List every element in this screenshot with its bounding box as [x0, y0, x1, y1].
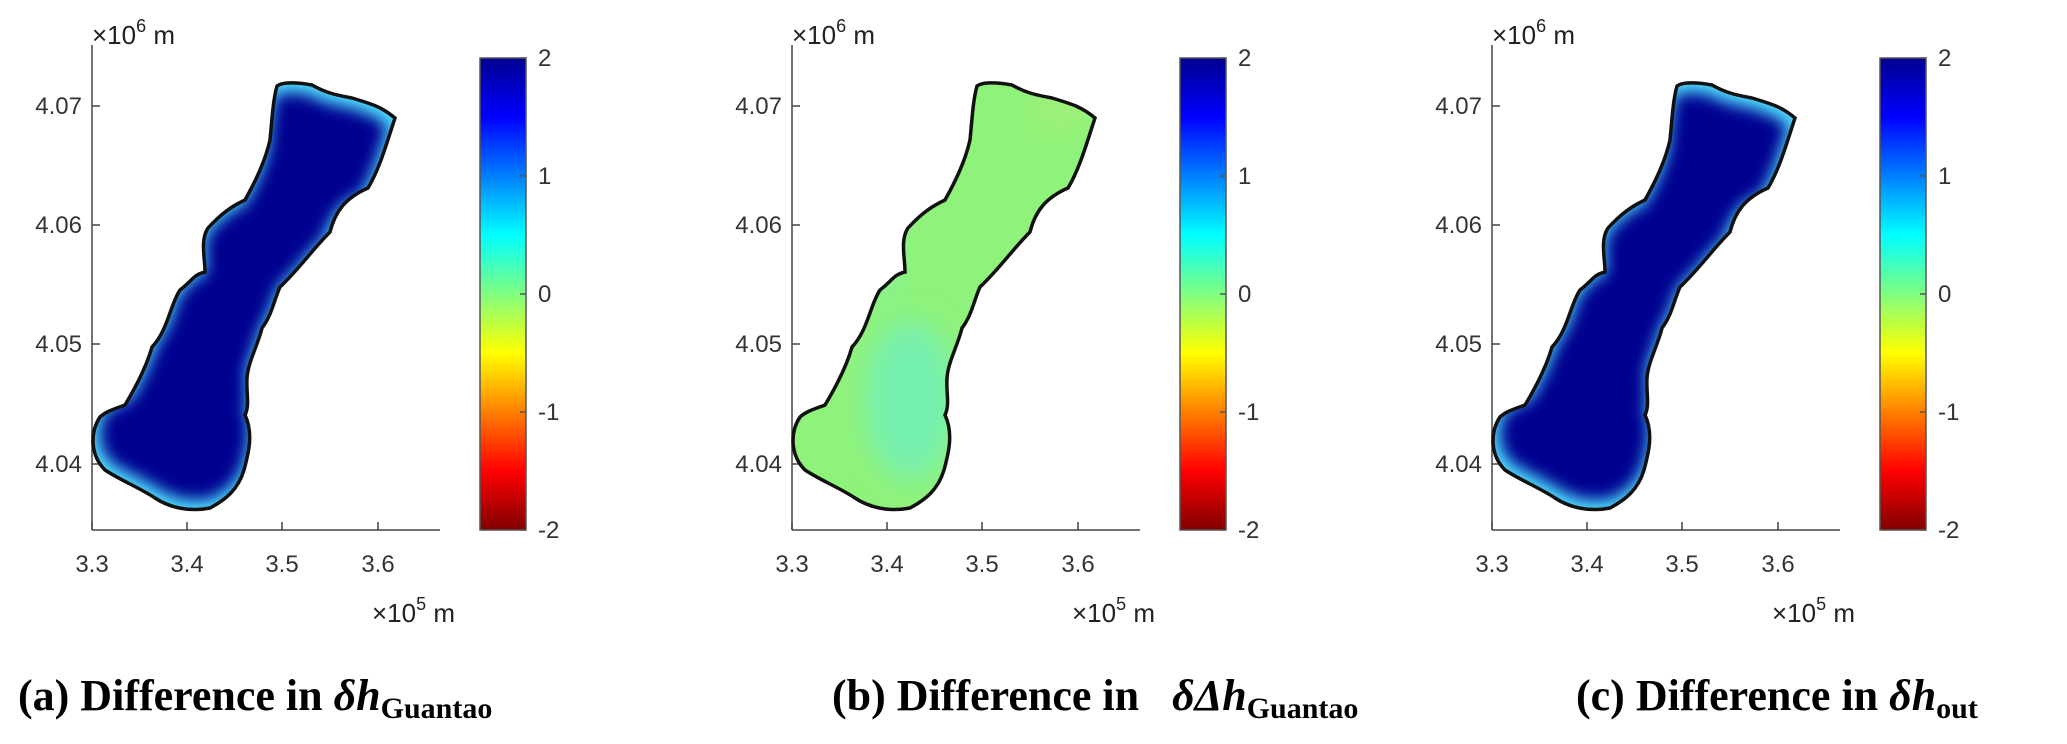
panel-a: 4.07 4.06 4.05 4.04 3.3 3.4 3.5 3.6 ×106 m ×10… — [0, 0, 700, 640]
colorbar-tick-label: 2 — [538, 45, 551, 72]
y-tick-label: 4.06 — [1435, 212, 1482, 239]
field-patch — [865, 320, 955, 480]
x-tick-label: 3.5 — [265, 551, 298, 578]
colorbar-tick-label: 0 — [1238, 281, 1251, 308]
colorbar-tick-label: 0 — [538, 281, 551, 308]
field-patch — [845, 215, 905, 305]
x-tick-label: 3.6 — [361, 551, 394, 578]
y-tick-label: 4.04 — [1435, 451, 1482, 478]
x-exponent-label: ×105 m — [1072, 594, 1155, 628]
x-exponent-label: ×105 m — [372, 594, 455, 628]
colorbar-tick-label: -2 — [1238, 517, 1259, 544]
y-tick-label: 4.05 — [735, 331, 782, 358]
y-tick-label: 4.06 — [35, 212, 82, 239]
x-tick-label: 3.3 — [1475, 551, 1508, 578]
heatmap-c: 4.07 4.06 4.05 4.04 3.3 3.4 3.5 3.6 ×106 m ×10… — [1435, 16, 1959, 628]
y-exponent-label: ×106 m — [92, 16, 175, 50]
lake-boundary — [1491, 81, 1798, 512]
caption-b: (b) Difference in δΔhGuantao — [832, 671, 1359, 725]
colorbar-tick-label: -2 — [538, 517, 559, 544]
y-tick-label: 4.05 — [35, 331, 82, 358]
colorbar — [1179, 57, 1227, 531]
colorbar — [1879, 57, 1927, 531]
x-exponent-label: ×105 m — [1772, 594, 1855, 628]
colorbar-tick-label: 2 — [1238, 45, 1251, 72]
y-tick-label: 4.07 — [735, 93, 782, 120]
x-tick-label: 3.4 — [870, 551, 903, 578]
heatmap-b: 4.07 4.06 4.05 4.04 3.3 3.4 3.5 3.6 ×106 m ×10… — [735, 16, 1259, 628]
y-tick-label: 4.04 — [735, 451, 782, 478]
colorbar-tick-label: 0 — [1938, 281, 1951, 308]
lake-boundary — [791, 81, 1098, 512]
caption-a: (a) Difference in δhGuantao — [18, 671, 493, 725]
colorbar-tick-label: 2 — [1938, 45, 1951, 72]
y-tick-label: 4.07 — [1435, 93, 1482, 120]
x-tick-label: 3.5 — [1665, 551, 1698, 578]
panel-b: 4.07 4.06 4.05 4.04 3.3 3.4 3.5 3.6 ×106 m ×10… — [700, 0, 1400, 640]
y-tick-label: 4.07 — [35, 93, 82, 120]
caption-c: (c) Difference in δhout — [1576, 671, 1978, 725]
x-tick-label: 3.3 — [75, 551, 108, 578]
y-exponent-label: ×106 m — [1492, 16, 1575, 50]
x-tick-label: 3.4 — [170, 551, 203, 578]
panel-c: 4.07 4.06 4.05 4.04 3.3 3.4 3.5 3.6 ×106 m ×10… — [1400, 0, 2067, 640]
y-tick-label: 4.05 — [1435, 331, 1482, 358]
lake-boundary — [91, 81, 398, 512]
colorbar-tick-label: -1 — [1238, 399, 1259, 426]
colorbar — [479, 57, 527, 531]
y-tick-label: 4.06 — [735, 212, 782, 239]
colorbar-tick-label: 1 — [538, 163, 551, 190]
x-tick-label: 3.6 — [1061, 551, 1094, 578]
colorbar-tick-label: -2 — [1938, 517, 1959, 544]
colorbar-tick-label: 1 — [1938, 163, 1951, 190]
y-exponent-label: ×106 m — [792, 16, 875, 50]
colorbar-tick-label: 1 — [1238, 163, 1251, 190]
x-tick-label: 3.4 — [1570, 551, 1603, 578]
x-tick-label: 3.5 — [965, 551, 998, 578]
x-tick-label: 3.3 — [775, 551, 808, 578]
y-tick-label: 4.04 — [35, 451, 82, 478]
colorbar-tick-label: -1 — [538, 399, 559, 426]
x-tick-label: 3.6 — [1761, 551, 1794, 578]
colorbar-tick-label: -1 — [1938, 399, 1959, 426]
heatmap-a: 4.07 4.06 4.05 4.04 3.3 3.4 3.5 3.6 ×106 m ×10… — [35, 16, 559, 628]
